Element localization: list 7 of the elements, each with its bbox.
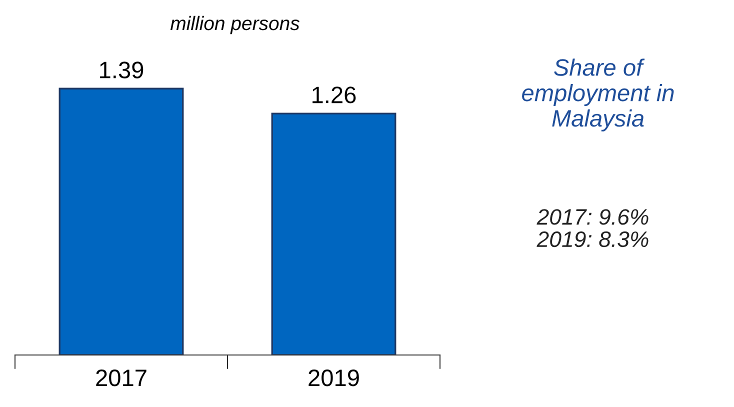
data-label: 1.39	[100, 62, 144, 78]
chart-title: million persons	[170, 16, 300, 34]
data-label: 1.26	[312, 86, 356, 104]
text: 2017: 9.6% 2019: 8.3%	[536, 209, 648, 248]
x-tick-label: 2019	[308, 370, 359, 386]
x-tick-label: 2017	[96, 370, 146, 386]
text: Share of employment in Malaysia	[522, 58, 674, 132]
